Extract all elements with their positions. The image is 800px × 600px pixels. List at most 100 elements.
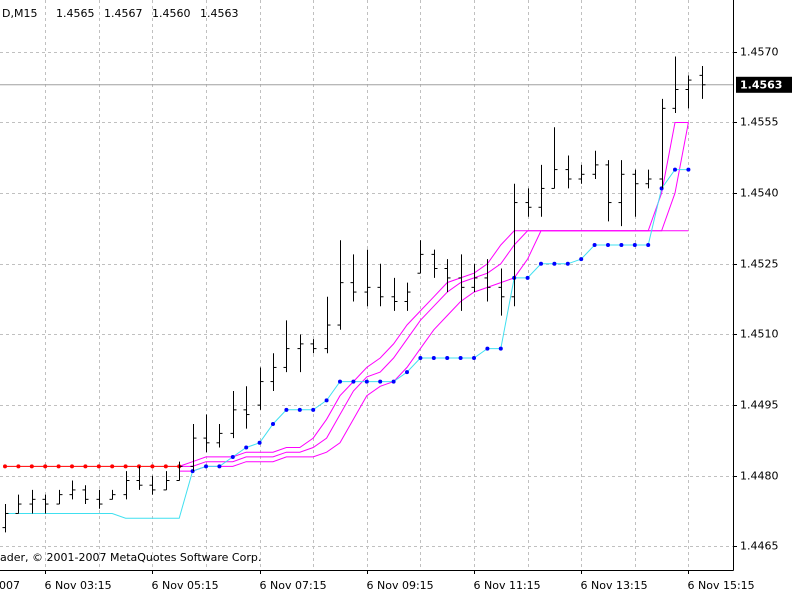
ohlc-bar: [431, 249, 438, 278]
indicator-line: [179, 122, 689, 467]
indicator-dot: [485, 346, 490, 351]
indicator-dot: [3, 464, 7, 469]
ohlc-bar: [149, 475, 156, 495]
indicator-dot: [257, 440, 262, 445]
y-tick-label: 1.4480: [740, 470, 779, 483]
x-tick-label: 6 Nov 13:15: [581, 579, 648, 592]
indicator-dot: [498, 346, 503, 351]
indicator-dot: [632, 242, 637, 247]
plot: [2, 56, 706, 533]
indicator-dot: [525, 275, 530, 280]
ohlc-bar: [136, 466, 143, 490]
indicator-dot: [592, 242, 597, 247]
indicator-dot: [217, 464, 222, 469]
chart-title: D,M15: [2, 7, 37, 20]
indicator-dot: [378, 379, 383, 384]
ohlc-bar: [377, 263, 384, 307]
indicator-dot: [579, 257, 584, 262]
quote-low: 1.4560: [152, 7, 191, 20]
y-tick-label: 1.4465: [740, 540, 779, 553]
indicator-dot: [539, 261, 543, 266]
ohlc-bar: [605, 160, 612, 222]
ohlc-bar: [257, 367, 264, 410]
ohlc-bar: [243, 386, 250, 429]
ohlc-bar: [391, 277, 398, 311]
ohlc-bar: [364, 249, 371, 307]
ohlc-bar: [458, 254, 465, 311]
indicator-dot: [297, 407, 302, 412]
indicator-dot: [96, 464, 101, 469]
ohlc-bar: [42, 494, 49, 514]
ohlc-bar: [176, 461, 183, 481]
indicator-dot: [56, 464, 61, 469]
ohlc-bar: [29, 489, 36, 514]
ohlc-bar: [444, 259, 451, 293]
y-tick-label: 1.4540: [740, 187, 779, 200]
indicator-dot: [204, 464, 208, 469]
ohlc-bar: [190, 423, 197, 472]
indicator-line: [5, 169, 689, 519]
copyright: ader, © 2001-2007 MetaQuotes Software Co…: [0, 551, 261, 564]
ohlc-bar: [56, 489, 63, 505]
indicator-dot: [646, 242, 651, 247]
indicator-dot: [391, 379, 396, 384]
ohlc-bar: [565, 155, 572, 189]
price-tag: [736, 76, 792, 93]
ohlc-bar: [69, 480, 76, 500]
indicator-dot: [271, 421, 275, 426]
indicator-dot: [565, 261, 570, 266]
ohlc-bar: [592, 150, 599, 180]
ohlc-bar: [82, 485, 89, 505]
x-tick-label: 6 Nov 15:15: [688, 579, 755, 592]
indicator-dot: [311, 407, 316, 412]
ohlc-bar: [337, 240, 344, 330]
ohlc-bar: [578, 164, 585, 184]
y-tick-label: 1.4510: [740, 328, 779, 341]
quote-high: 1.4567: [104, 7, 143, 20]
ohlc-bar: [659, 98, 666, 189]
indicator-dot: [552, 261, 557, 266]
x-tick-label: 6 Nov 07:15: [260, 579, 327, 592]
indicator-dot: [29, 464, 34, 469]
indicator-dot: [458, 356, 463, 361]
ohlc-bar: [96, 489, 103, 509]
ohlc-bar: [645, 169, 652, 189]
grid: [0, 0, 733, 570]
quote-open: 1.4565: [56, 7, 95, 20]
ohlc-bar: [123, 471, 130, 500]
x-tick-label: 6 Nov 03:15: [45, 579, 112, 592]
indicator-dot: [686, 167, 691, 172]
indicator-dot: [324, 398, 329, 403]
ohlc-bar: [109, 489, 116, 500]
ohlc-bar: [685, 75, 692, 109]
ohlc-bar: [15, 494, 22, 514]
indicator-dot: [284, 407, 289, 412]
x-partial-label: 007: [0, 579, 20, 592]
ohlc-bar: [350, 254, 357, 302]
indicator-dot: [16, 464, 21, 469]
x-tick-label: 6 Nov 11:15: [474, 579, 541, 592]
ohlc-bar: [551, 127, 558, 189]
indicator-dot: [110, 464, 115, 469]
indicator-dot: [83, 464, 88, 469]
ohlc-bar: [484, 259, 491, 302]
ohlc-bar: [310, 339, 317, 354]
indicator-dot: [472, 356, 476, 361]
indicator-dot: [673, 167, 677, 172]
indicator-dot: [230, 454, 235, 459]
ohlc-bar: [203, 414, 210, 453]
ohlc-bar: [525, 188, 532, 217]
ohlc-bar: [324, 296, 331, 354]
ohlc-bar: [404, 282, 411, 311]
y-tick-label: 1.4570: [740, 46, 779, 59]
indicator-dot: [364, 379, 369, 384]
ohlc-bar: [417, 240, 424, 274]
ohlc-bar: [538, 164, 545, 217]
indicator-dot: [351, 379, 356, 384]
ohlc-bar: [511, 183, 518, 307]
ohlc-bar: [471, 263, 478, 293]
indicator-dot: [70, 464, 74, 469]
ohlc-bar: [283, 320, 290, 373]
